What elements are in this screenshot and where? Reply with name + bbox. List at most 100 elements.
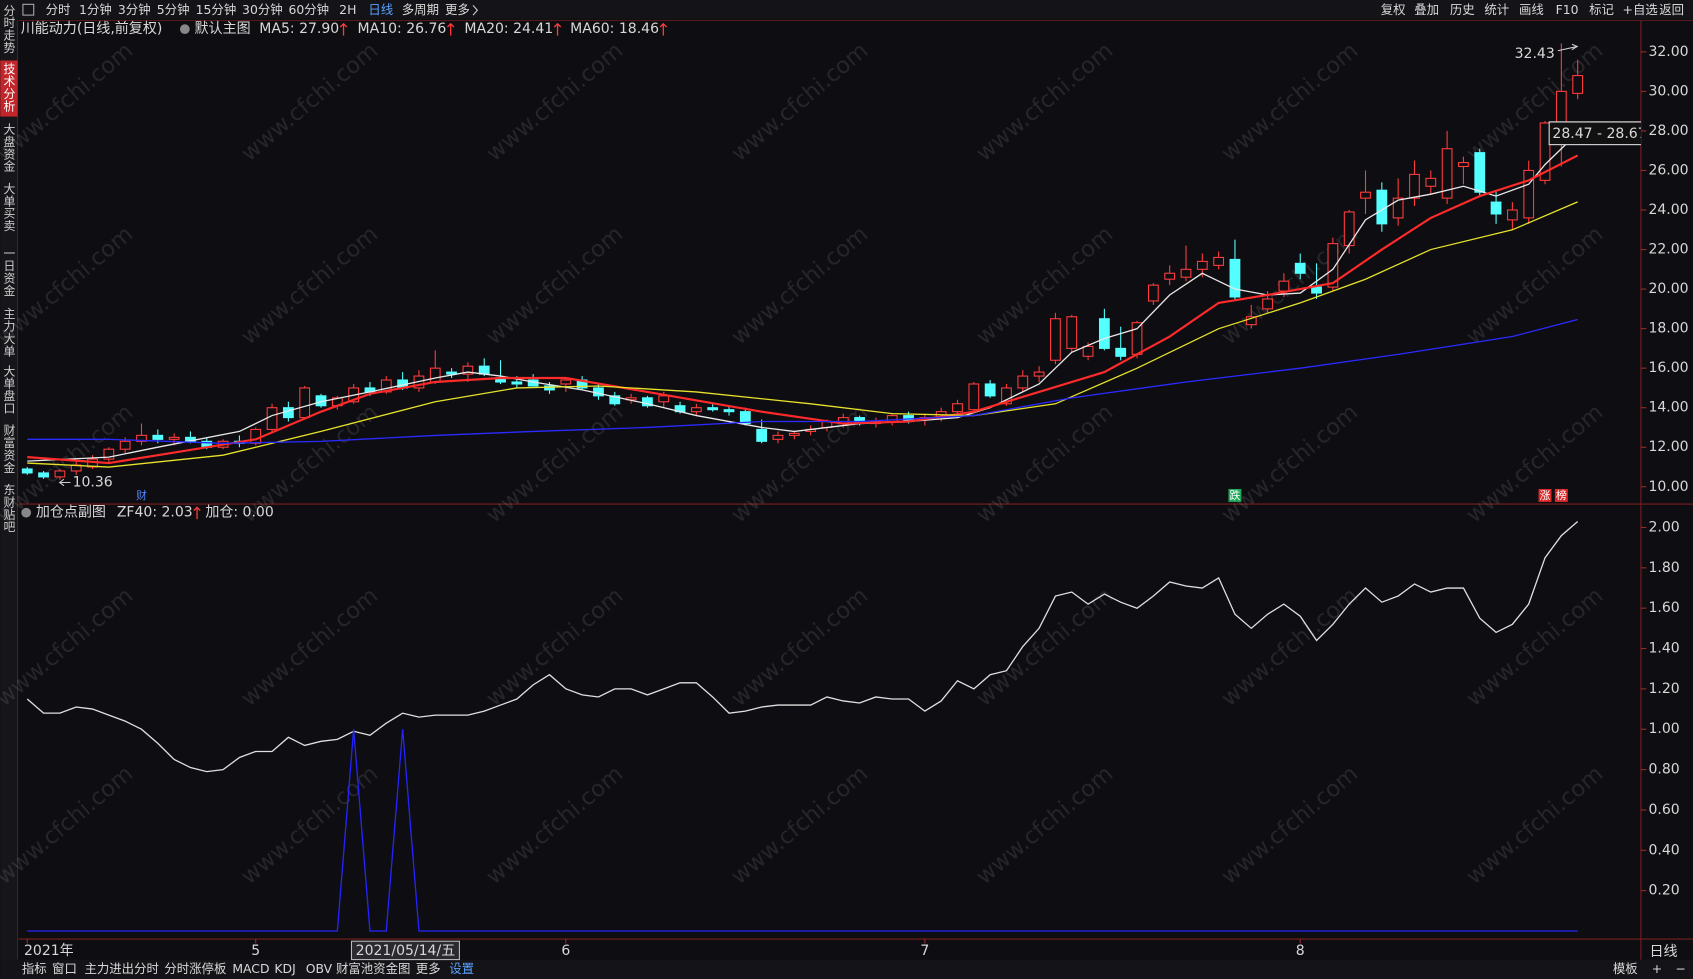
sidebar-tab[interactable]: 分时走势 [2, 4, 16, 54]
candle-body [1164, 272, 1176, 280]
candle-body [772, 434, 784, 440]
y-tick-label: 1.40 [1648, 641, 1679, 657]
indicator-line [26, 520, 1579, 773]
y-tick-label: 24.00 [1648, 202, 1688, 218]
toolbar-tab[interactable]: 分时 [46, 2, 71, 17]
toolbar-button[interactable]: F10 [1556, 2, 1579, 17]
candle-body [1147, 284, 1159, 302]
ma-line [27, 201, 1578, 468]
bottom-tab[interactable]: 指标 [22, 961, 47, 976]
toolbar-tab[interactable]: 3分钟 [118, 2, 151, 17]
event-marker: 财 [136, 489, 147, 502]
sidebar-tab-active [0, 60, 18, 117]
candle-body [1474, 152, 1486, 193]
up-arrow-icon [339, 22, 348, 36]
x-tick-label: 5 [251, 943, 260, 959]
sidebar-tab[interactable]: 一日资金 [2, 247, 16, 297]
high-arrow [1557, 43, 1579, 52]
candle-body [952, 403, 963, 413]
candle-body [478, 365, 490, 375]
toolbar-tab[interactable]: 15分钟 [196, 2, 237, 17]
y-tick-label: 26.00 [1648, 162, 1688, 178]
toolbar-button[interactable]: 画线 [1519, 2, 1544, 17]
candle-body [1392, 197, 1404, 219]
toolbar-tab[interactable]: 1分钟 [79, 2, 112, 17]
x-tick-label: 6 [561, 943, 570, 959]
main-panel [21, 43, 1584, 480]
candle-body [152, 434, 164, 440]
bottom-tab[interactable]: OBV [306, 961, 333, 976]
legend-entry: 加仓: 0.00 [205, 505, 273, 521]
bottom-tab[interactable]: 设置 [449, 961, 474, 976]
y-tick-label: 30.00 [1648, 83, 1688, 99]
toolbar-tab[interactable]: 2H [339, 2, 356, 17]
sidebar-tab[interactable]: 大单盘口 [2, 364, 16, 414]
candle-body [1115, 347, 1127, 357]
candle-body [968, 383, 980, 411]
bottom-button[interactable]: 模板 [1613, 961, 1638, 976]
candle-body [1001, 387, 1012, 405]
toolbar-tab[interactable]: 更多 [445, 2, 470, 17]
toolbar-button[interactable]: 复权 [1381, 2, 1406, 17]
bottom-button[interactable]: + [1652, 961, 1662, 976]
cursor-date: 2021/05/14/五 [356, 943, 456, 959]
event-marker-box [1538, 488, 1552, 502]
y-tick-label: 32.00 [1648, 44, 1688, 60]
toolbar-button[interactable]: 返回 [1659, 2, 1684, 17]
candle-body [1050, 318, 1061, 361]
toolbar-button[interactable]: 标记 [1589, 2, 1614, 17]
x-tick-label: 7 [920, 943, 929, 959]
template-icon [179, 24, 190, 35]
toolbar-button[interactable]: +自选 [1623, 2, 1658, 17]
bottom-tab[interactable]: MACD [232, 961, 269, 976]
bottom-button[interactable]: − [1675, 961, 1685, 976]
toolbar-tab[interactable]: 日线 [368, 2, 393, 17]
toolbar-tab[interactable]: 5分钟 [157, 2, 190, 17]
sidebar-tab[interactable]: 主力大单 [2, 307, 16, 357]
top-toolbar [0, 0, 1693, 20]
legend-entry: MA60: 18.46 [570, 21, 659, 37]
toolbar-tab[interactable]: 30分钟 [242, 2, 283, 17]
sidebar-tab[interactable]: 大盘资金 [2, 122, 16, 172]
candle-body [788, 432, 800, 436]
event-marker: 跌 [1230, 489, 1241, 502]
sidebar-tab[interactable]: 东财贴吧 [2, 484, 16, 534]
toolbar-tab[interactable]: 多周期 [402, 2, 439, 17]
bottom-tab[interactable]: 主力进出分时 [84, 961, 158, 976]
bottom-tab[interactable]: 更多 [416, 961, 441, 976]
candle-body [266, 407, 278, 430]
y-tick-label: 1.60 [1648, 600, 1679, 616]
candle-body [1376, 189, 1388, 225]
y-tick-label: 1.80 [1648, 560, 1679, 576]
candle-body [250, 428, 262, 444]
candle-body [1131, 322, 1143, 355]
bottom-tab[interactable]: 财富池资金图 [336, 961, 410, 976]
sidebar-tab[interactable]: 大单买卖 [2, 182, 16, 232]
toolbar-tab[interactable]: 60分钟 [288, 2, 329, 17]
period-label: 日线 [1650, 944, 1678, 960]
sidebar-tab[interactable]: 技术分析 [2, 63, 16, 113]
candle-body [560, 379, 572, 385]
candle-body [1196, 260, 1208, 270]
toolbar-button[interactable]: 统计 [1484, 2, 1509, 17]
cursor-date-box [350, 940, 460, 961]
bottom-tab[interactable]: KDJ [274, 961, 295, 976]
candle-body [1294, 262, 1306, 274]
menu-icon[interactable] [22, 3, 35, 16]
candle-body [544, 385, 555, 391]
indicator-line [27, 729, 1578, 932]
candle-body [1572, 75, 1584, 94]
y-tick-label: 1.00 [1648, 721, 1679, 737]
sidebar-tab[interactable]: 财富资金 [2, 424, 16, 474]
candle-body [1441, 148, 1453, 199]
candle-body [1213, 256, 1225, 266]
y-tick-label: 0.40 [1648, 842, 1679, 858]
template-name: 默认主图 [195, 21, 251, 37]
sidebar [0, 0, 18, 979]
toolbar-button[interactable]: 叠加 [1414, 2, 1439, 17]
bottom-tab[interactable]: 窗口 [52, 961, 77, 976]
bottom-tab[interactable]: 分时涨停板 [164, 961, 226, 976]
toolbar-button[interactable]: 历史 [1450, 2, 1475, 17]
up-arrow-icon [659, 22, 668, 36]
